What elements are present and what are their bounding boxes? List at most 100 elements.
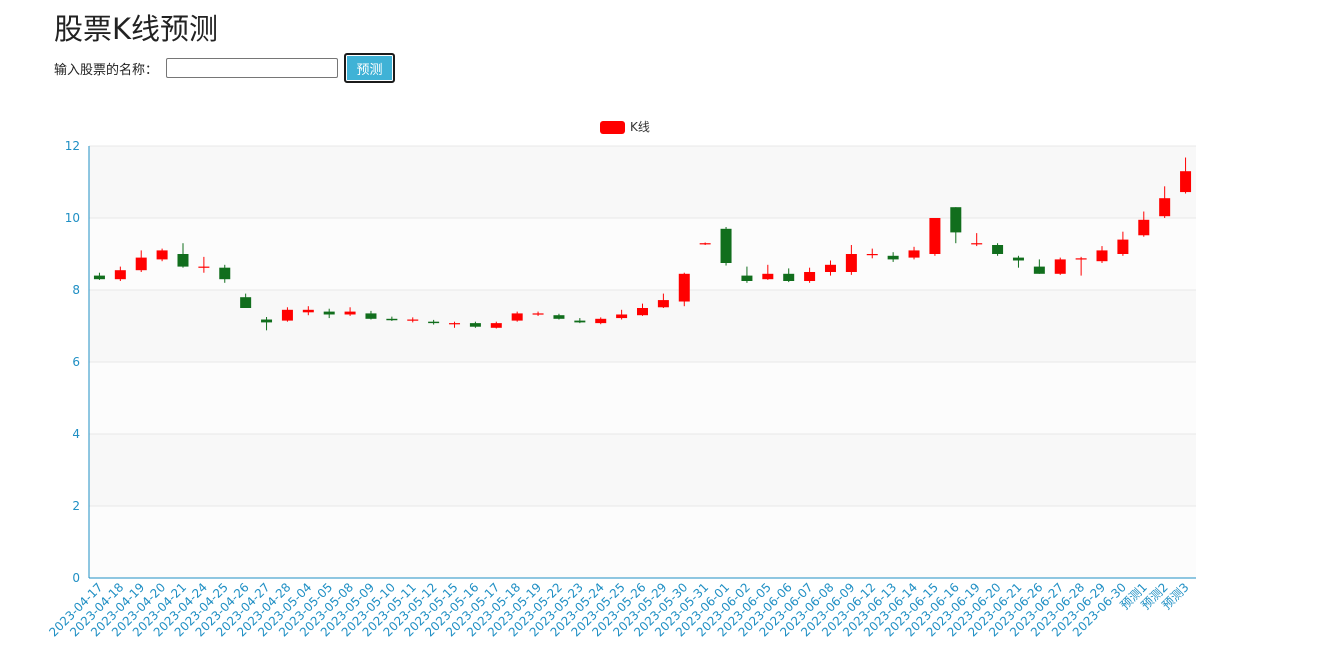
candle[interactable] (950, 207, 962, 244)
candle[interactable] (281, 307, 293, 322)
candle[interactable] (720, 227, 732, 266)
candle-body (929, 218, 941, 254)
candle-body (281, 309, 293, 321)
candle[interactable] (323, 308, 335, 319)
candle[interactable] (177, 243, 189, 268)
candle[interactable] (114, 266, 126, 281)
candle[interactable] (741, 266, 753, 283)
candle[interactable] (699, 242, 711, 245)
page-title: 股票K线预测 (54, 12, 219, 46)
candle[interactable] (845, 245, 857, 275)
candle[interactable] (783, 268, 795, 283)
candle-body (699, 243, 711, 245)
y-tick-label: 2 (72, 499, 80, 513)
candle-body (114, 270, 126, 280)
legend-swatch (600, 121, 625, 134)
candle-body (1096, 250, 1108, 262)
candle[interactable] (678, 272, 690, 307)
candle[interactable] (1075, 256, 1087, 276)
candle[interactable] (992, 243, 1004, 256)
candle[interactable] (1138, 211, 1150, 237)
legend-label: K线 (630, 120, 650, 134)
candle[interactable] (574, 318, 586, 324)
candle[interactable] (1159, 186, 1171, 218)
candle-body (407, 319, 419, 321)
candle-body (678, 273, 690, 302)
candle-body (511, 313, 523, 321)
candle[interactable] (135, 250, 147, 272)
y-tick-label: 4 (72, 427, 80, 441)
candle-body (887, 255, 899, 260)
candle-body (93, 275, 105, 280)
candle-body (1075, 258, 1087, 260)
candle[interactable] (971, 233, 983, 247)
candle[interactable] (469, 321, 481, 328)
candle-body (845, 254, 857, 272)
y-tick-label: 12 (65, 139, 80, 153)
candle[interactable] (428, 319, 440, 325)
candle[interactable] (637, 303, 648, 316)
candle[interactable] (365, 310, 377, 320)
candle-body (553, 315, 565, 319)
predict-button[interactable]: 预测 (344, 53, 396, 83)
candle[interactable] (240, 293, 252, 308)
candle[interactable] (553, 313, 565, 320)
candle[interactable] (657, 293, 669, 308)
candle[interactable] (887, 252, 899, 262)
candle-body (365, 313, 377, 319)
candle-body (908, 250, 920, 258)
candle[interactable] (156, 248, 168, 262)
candle[interactable] (762, 264, 774, 280)
candle-body (574, 320, 586, 323)
candle-body (824, 264, 836, 272)
candle[interactable] (386, 316, 398, 321)
candle[interactable] (908, 246, 920, 260)
candle-body (198, 266, 210, 268)
candle-body (135, 257, 147, 271)
y-tick-label: 8 (72, 283, 80, 297)
candle[interactable] (1054, 257, 1066, 275)
candle[interactable] (929, 218, 941, 256)
candle[interactable] (866, 248, 878, 259)
candle-body (302, 309, 314, 313)
x-axis-ticks: 2023-04-172023-04-182023-04-192023-04-20… (46, 580, 1191, 639)
candle[interactable] (449, 321, 461, 328)
grid-band (89, 434, 1196, 506)
candle-body (156, 250, 168, 260)
candle[interactable] (1012, 255, 1024, 268)
candle[interactable] (1033, 259, 1045, 274)
candle[interactable] (407, 317, 419, 323)
candle[interactable] (261, 317, 273, 331)
candle[interactable] (804, 267, 816, 283)
candle-body (762, 273, 774, 280)
candle-body (1117, 239, 1129, 254)
axes (88, 146, 1196, 579)
candle[interactable] (219, 264, 231, 283)
candle-body (1138, 219, 1150, 236)
stock-name-input[interactable] (166, 58, 339, 78)
candle[interactable] (302, 306, 314, 316)
candle[interactable] (595, 317, 607, 325)
candle[interactable] (532, 311, 544, 316)
candle[interactable] (93, 272, 105, 280)
candle-body (741, 275, 753, 281)
candle-body (992, 245, 1004, 254)
candle[interactable] (824, 260, 836, 276)
candle-body (804, 272, 816, 281)
chart-legend[interactable]: K线 (600, 120, 650, 134)
candle[interactable] (198, 256, 210, 273)
grid-band (89, 290, 1196, 362)
candle-body (449, 323, 461, 325)
candle[interactable] (616, 309, 628, 320)
candle[interactable] (1096, 246, 1108, 263)
candle[interactable] (490, 321, 502, 329)
candle-body (657, 300, 669, 308)
candle[interactable] (344, 307, 356, 316)
candle[interactable] (511, 311, 523, 322)
candle-body (1159, 198, 1171, 217)
candle[interactable] (1117, 231, 1129, 256)
candle-body (950, 207, 962, 233)
candle-body (1012, 257, 1024, 261)
candle[interactable] (1180, 157, 1192, 194)
